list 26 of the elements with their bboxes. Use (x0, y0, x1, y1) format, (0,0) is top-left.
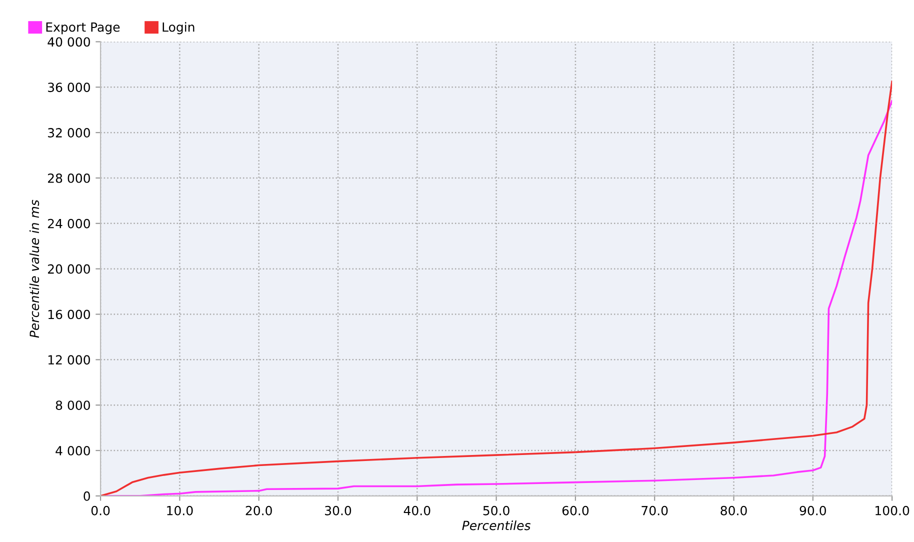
x-tick-label: 80.0 (720, 506, 747, 516)
y-tick-label: 40 000 (48, 37, 90, 47)
y-tick-label: 0 (84, 491, 90, 501)
x-tick-label: 0.0 (91, 506, 110, 516)
y-tick-label: 36 000 (48, 82, 90, 92)
legend-label: Export Page (46, 22, 120, 34)
y-axis-title: Percentile value in ms (29, 200, 40, 338)
x-tick-label: 90.0 (800, 506, 826, 516)
x-tick-label: 100.0 (876, 506, 910, 516)
legend-label: Login (162, 22, 194, 34)
y-tick-label: 16 000 (48, 310, 90, 320)
x-tick-label: 40.0 (404, 506, 430, 516)
x-tick-label: 50.0 (483, 506, 510, 516)
y-tick-label: 8 000 (56, 400, 90, 410)
y-tick-label: 4 000 (56, 446, 90, 456)
y-tick-label: 12 000 (48, 355, 90, 365)
y-tick-label: 28 000 (48, 173, 90, 183)
x-tick-label: 60.0 (562, 506, 589, 516)
x-tick-label: 30.0 (325, 506, 352, 516)
y-tick-label: 24 000 (48, 218, 90, 228)
x-tick-label: 70.0 (642, 506, 668, 516)
y-tick-label: 20 000 (48, 264, 90, 274)
x-tick-label: 10.0 (167, 506, 193, 516)
y-tick-label: 32 000 (48, 128, 90, 138)
x-axis-title: Percentiles (462, 520, 530, 530)
x-tick-label: 20.0 (246, 506, 272, 516)
